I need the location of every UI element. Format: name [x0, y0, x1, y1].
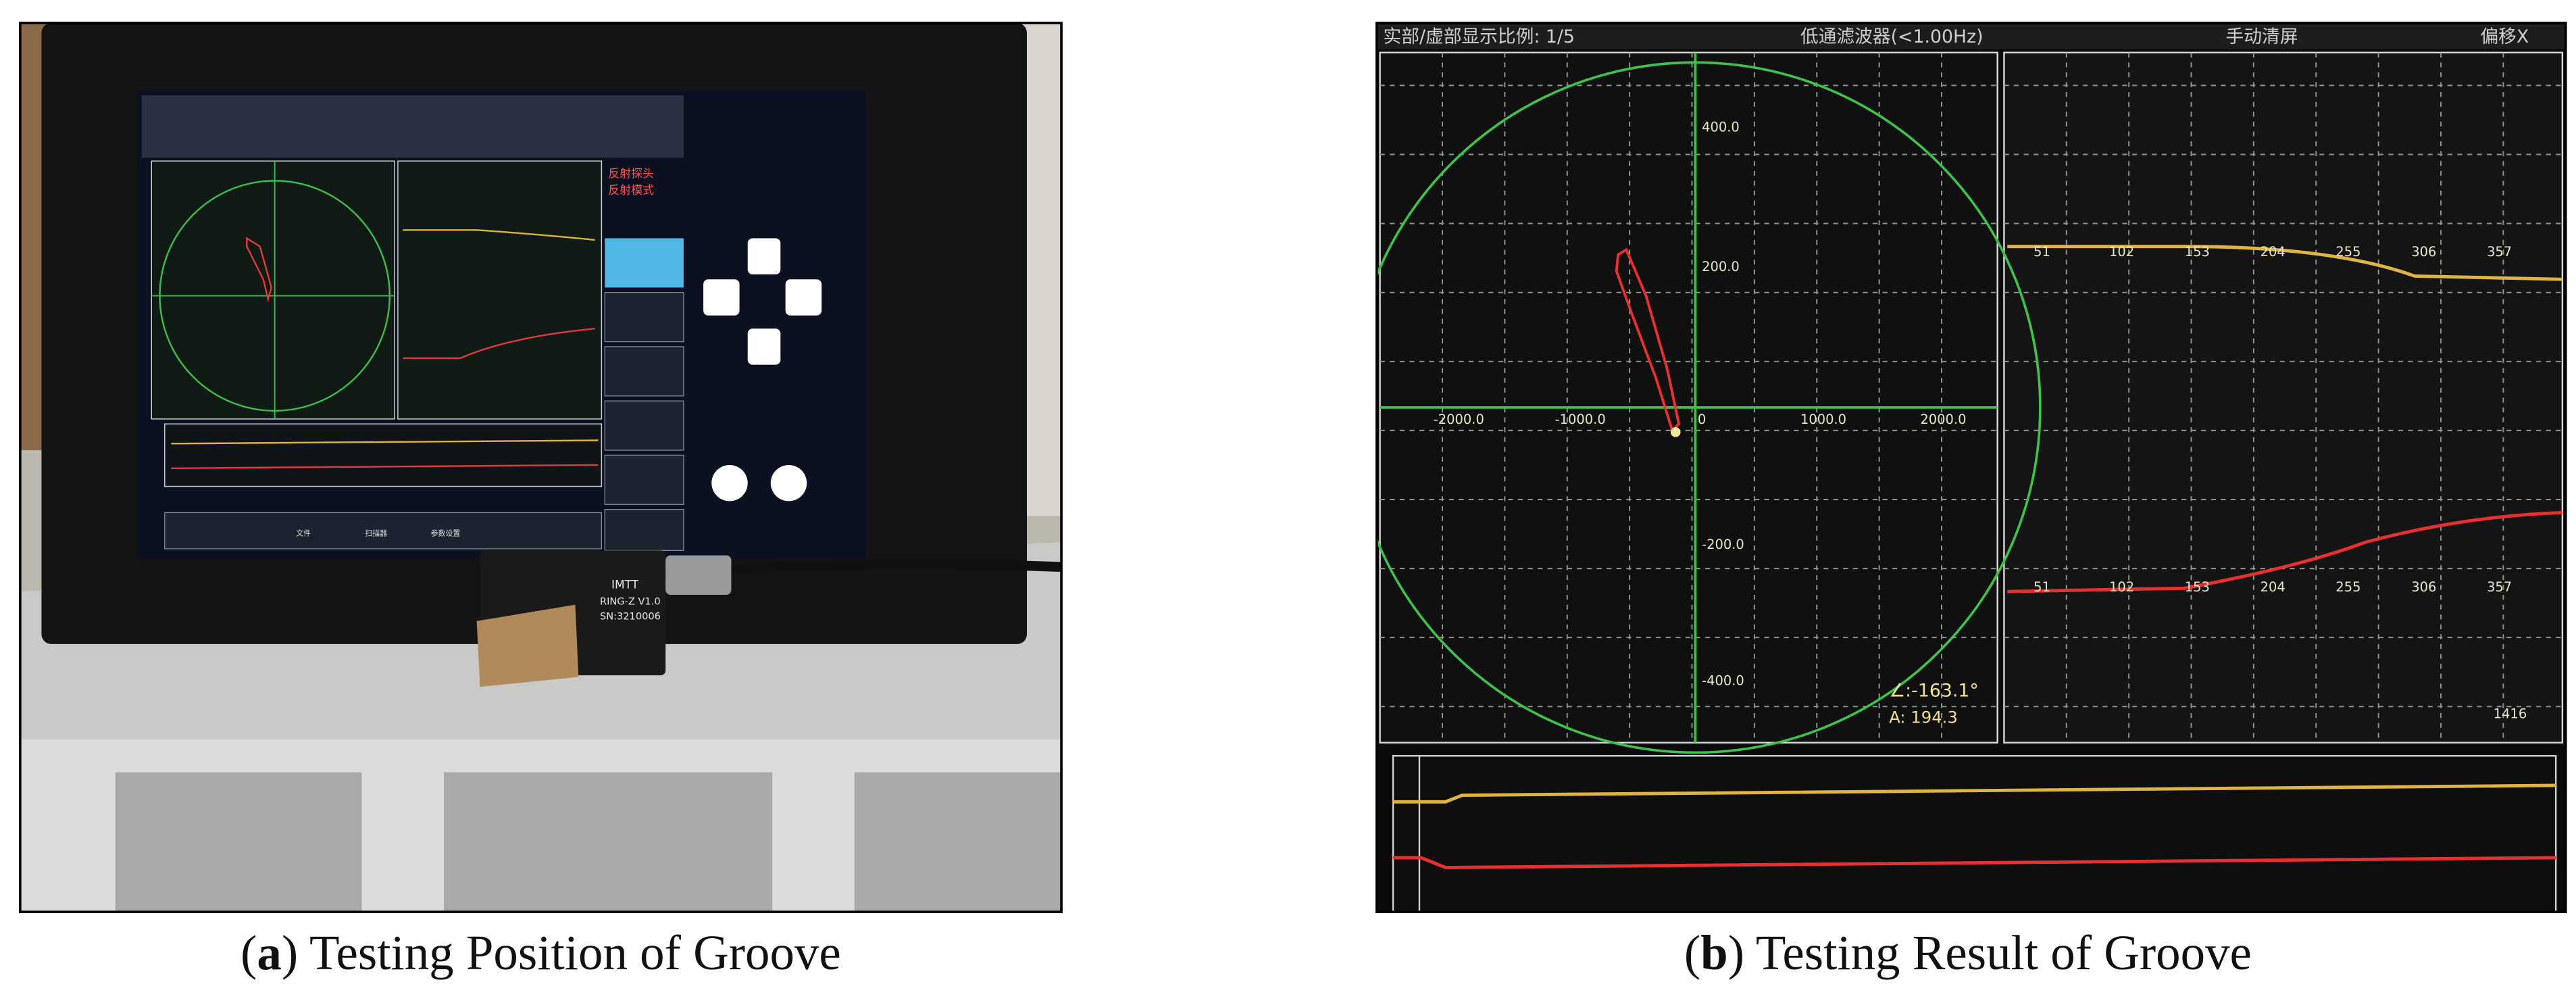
photo-b: 实部/虚部显示比例: 1/5 低通滤波器(<1.00Hz) 手动清屏 偏移X -…	[1376, 23, 2566, 912]
x-label: 1000.0	[1800, 412, 1846, 427]
trace-tick: 153	[2185, 244, 2210, 260]
button	[604, 400, 684, 451]
button	[604, 508, 684, 551]
trace-tick: 204	[2261, 579, 2285, 595]
caption-open: (	[1684, 925, 1700, 980]
photo-a: 反射探头 反射模式 文件 扫描器 参数设置 IMTT RING-Z V1.0 S…	[20, 23, 1062, 912]
grid	[1380, 52, 2562, 743]
trace-tick: 102	[2109, 579, 2134, 595]
frame-a	[19, 22, 1063, 913]
trace-tick: 306	[2411, 579, 2436, 595]
menu-label: 参数设置	[431, 528, 461, 537]
arrow-left	[703, 279, 740, 316]
bench-slot	[854, 772, 1062, 912]
top-bar-text: 低通滤波器(<1.00Hz)	[1800, 26, 1984, 47]
amplitude: A: 194.3	[1889, 708, 1958, 727]
trace	[2007, 245, 2562, 281]
caption: (b) Testing Result of Groove	[1684, 925, 2252, 980]
top-bar-text: 手动清屏	[2226, 26, 2298, 47]
top-bar-text: 偏移X	[2480, 26, 2529, 47]
side-label: 反射探头	[608, 168, 654, 181]
trace-tick: 255	[2335, 244, 2360, 260]
cancel-button	[770, 464, 807, 502]
caption-text: ) Testing Position of Groove	[282, 925, 841, 980]
menu-label: 文件	[296, 528, 311, 537]
sensor-label: IMTT	[611, 578, 639, 591]
trace	[171, 464, 599, 470]
trace	[246, 237, 273, 303]
caption-text: ) Testing Result of Groove	[1728, 925, 2252, 980]
strip	[1392, 755, 2557, 912]
button	[604, 292, 684, 343]
trace-tick: 357	[2487, 244, 2512, 260]
ok-button	[711, 464, 748, 502]
trace-ticks: 51 51 102 102 153 153 204 204 255 255 306 306 357 357	[2034, 244, 2512, 595]
trace-tick: 102	[2109, 244, 2134, 260]
arrow-right	[785, 279, 822, 316]
spot	[1670, 427, 1681, 437]
trace-tick: 306	[2411, 244, 2436, 260]
trace-tick: 357	[2487, 579, 2512, 595]
top-bar-text: 实部/虚部显示比例: 1/5	[1383, 26, 1574, 47]
trace-tick: 204	[2261, 244, 2285, 260]
button	[605, 238, 684, 288]
y-label: 400.0	[1702, 119, 1740, 135]
trace	[403, 327, 595, 360]
trace	[1393, 783, 2556, 804]
trace	[2007, 511, 2562, 593]
trace	[403, 229, 595, 241]
button	[604, 346, 684, 397]
top-bar	[1376, 23, 2566, 49]
trace-tick: 51	[2034, 244, 2050, 260]
bench-slot	[444, 772, 773, 912]
sensor-label: RING-Z V1.0	[600, 596, 661, 608]
circle	[1376, 61, 2042, 754]
impedance-plot	[1379, 51, 1998, 744]
strip	[164, 423, 603, 487]
trace-tick: 51	[2034, 579, 2050, 595]
x-label: -1000.0	[1555, 412, 1606, 427]
bench-slot	[115, 772, 362, 912]
button	[604, 454, 684, 505]
trace-tick: 153	[2185, 579, 2210, 595]
trace-plot	[2003, 51, 2564, 744]
connector	[665, 555, 732, 595]
y-label: -400.0	[1702, 673, 1744, 689]
frame-b	[1375, 22, 2567, 913]
trace-tick: 255	[2335, 579, 2360, 595]
y-label: 200.0	[1702, 259, 1740, 274]
caption-letter: a	[257, 925, 281, 980]
menu-bar	[164, 512, 602, 550]
arrow-down	[747, 328, 781, 365]
x-label: 0	[1698, 412, 1706, 427]
trace-plot	[397, 160, 603, 420]
menu-label: 扫描器	[365, 528, 387, 537]
caption-letter: b	[1700, 925, 1728, 980]
x-label: 2000.0	[1920, 412, 1966, 427]
x-label: -2000.0	[1434, 412, 1484, 427]
impedance-plot	[151, 160, 395, 420]
sample	[476, 604, 579, 687]
y-label: -200.0	[1702, 537, 1744, 552]
count: 1416	[2494, 706, 2527, 721]
sensor-label: SN:3210006	[600, 610, 661, 622]
caption: (a) Testing Position of Groove	[241, 925, 841, 980]
info-panel	[141, 95, 684, 158]
dpad	[703, 238, 822, 502]
trace	[1393, 856, 2556, 869]
arrow-up	[747, 238, 781, 274]
trace	[171, 439, 599, 445]
caption-open: (	[241, 925, 257, 980]
side-label: 反射模式	[608, 184, 654, 197]
angle: ∠:-163.1°	[1889, 681, 1979, 702]
